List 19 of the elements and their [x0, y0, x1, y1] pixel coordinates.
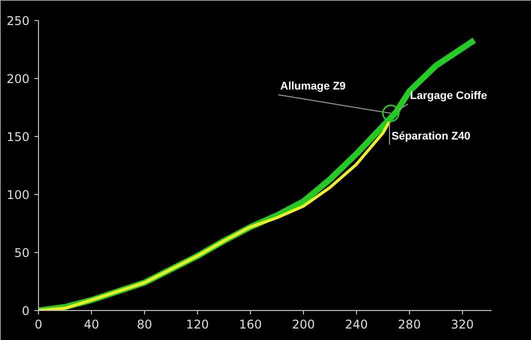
y-tick-label: 250 — [6, 14, 30, 28]
x-tick-label: 280 — [398, 318, 421, 332]
annotation: Largage Coiffe — [410, 90, 488, 102]
x-tick-label: 0 — [34, 318, 42, 332]
x-tick-label: 240 — [344, 318, 368, 332]
x-tick-label: 80 — [136, 318, 152, 332]
x-tick-label: 200 — [292, 318, 315, 332]
y-tick-label: 0 — [22, 304, 30, 318]
x-tick-label: 160 — [238, 318, 262, 332]
y-tick-label: 200 — [6, 72, 30, 86]
y-tick-label: 150 — [6, 130, 30, 144]
annotation: Allumage Z9 — [280, 80, 346, 93]
y-tick-label: 100 — [6, 188, 30, 202]
y-tick-label: 50 — [14, 246, 30, 260]
annotation: Séparation Z40 — [392, 130, 470, 143]
x-tick-label: 40 — [84, 318, 100, 332]
line-series — [38, 120, 392, 310]
x-tick-label: 120 — [186, 318, 209, 332]
x-tick-label: 320 — [450, 318, 474, 332]
